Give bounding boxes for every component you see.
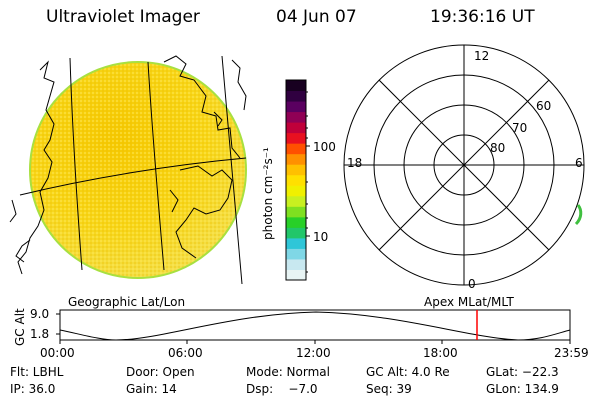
lat-label-70: 70 — [512, 121, 528, 135]
timeline-x-tick: 18:00 — [423, 346, 458, 360]
info-glat: GLat: −22.3 — [486, 365, 559, 379]
colorbar-segment — [286, 206, 306, 218]
timeline-right-title: Apex MLat/MLT — [424, 295, 514, 309]
colorbar-segment — [286, 111, 306, 123]
colorbar-segment — [286, 122, 306, 134]
timeline-x-tick: 12:00 — [296, 346, 331, 360]
orbit-altitude-curve — [59, 311, 571, 341]
colorbar-segment — [286, 248, 306, 260]
colorbar-segment — [286, 185, 306, 197]
info-door: Door: Open — [126, 365, 195, 379]
info-mode: Mode: Normal — [246, 365, 330, 379]
polar-edge-emission — [574, 204, 583, 226]
timeline-ticks — [56, 313, 571, 344]
colorbar-segment — [286, 227, 306, 239]
mlt-label-0: 0 — [468, 277, 476, 291]
colorbar-segment — [286, 80, 306, 92]
colorbar-segment — [286, 101, 306, 113]
timeline-y-tick-low: 1.8 — [30, 327, 50, 341]
colorbar-segment — [286, 174, 306, 186]
colorbar-unit-label: photon cm⁻²s⁻¹ — [261, 147, 275, 240]
geo-grid-lines — [19, 55, 247, 285]
lat-label-80: 80 — [490, 141, 506, 155]
timeline-y-label: GC Alt — [13, 308, 27, 346]
colorbar-segment — [286, 132, 306, 144]
colorbar-segment — [286, 195, 306, 207]
coastline-lines — [9, 55, 247, 275]
time-label: 19:36:16 UT — [430, 7, 535, 27]
colorbar-segment — [286, 164, 306, 176]
timeline-x-tick: 00:00 — [40, 346, 75, 360]
colorbar-tick-100: 100 — [313, 140, 336, 154]
colorbar-frame — [285, 79, 307, 281]
lat-label-60: 60 — [536, 99, 552, 113]
colorbar-segment — [286, 216, 306, 228]
earth-disk — [29, 61, 247, 279]
mlt-label-18: 18 — [347, 156, 363, 170]
polar-plot — [343, 44, 585, 286]
info-gc-alt: GC Alt: 4.0 Re — [366, 365, 450, 379]
colorbar-segment — [286, 153, 306, 165]
timeline-y-tick-high: 9.0 — [30, 307, 50, 321]
colorbar — [286, 80, 306, 281]
info-filter: Flt: LBHL — [10, 365, 64, 379]
timeline-left-title: Geographic Lat/Lon — [68, 295, 186, 309]
colorbar-segment — [286, 258, 306, 270]
colorbar-segment — [286, 90, 306, 102]
timeline-x-tick: 23:59 — [554, 346, 589, 360]
info-ip: IP: 36.0 — [10, 382, 56, 396]
timeline-x-tick: 06:00 — [168, 346, 203, 360]
colorbar-segment — [286, 269, 306, 281]
mlt-label-12: 12 — [474, 49, 490, 63]
info-glon: GLon: 134.9 — [486, 382, 559, 396]
info-seq: Seq: 39 — [366, 382, 412, 396]
colorbar-segment — [286, 143, 306, 155]
colorbar-ticks — [306, 91, 310, 273]
timeline-frame — [59, 309, 571, 341]
info-gain: Gain: 14 — [126, 382, 177, 396]
colorbar-segment — [286, 237, 306, 249]
colorbar-tick-10: 10 — [313, 230, 329, 244]
mlt-label-6: 6 — [575, 156, 583, 170]
info-dsp: Dsp: −7.0 — [246, 382, 318, 396]
instrument-title: Ultraviolet Imager — [46, 7, 200, 27]
date-label: 04 Jun 07 — [276, 7, 357, 27]
